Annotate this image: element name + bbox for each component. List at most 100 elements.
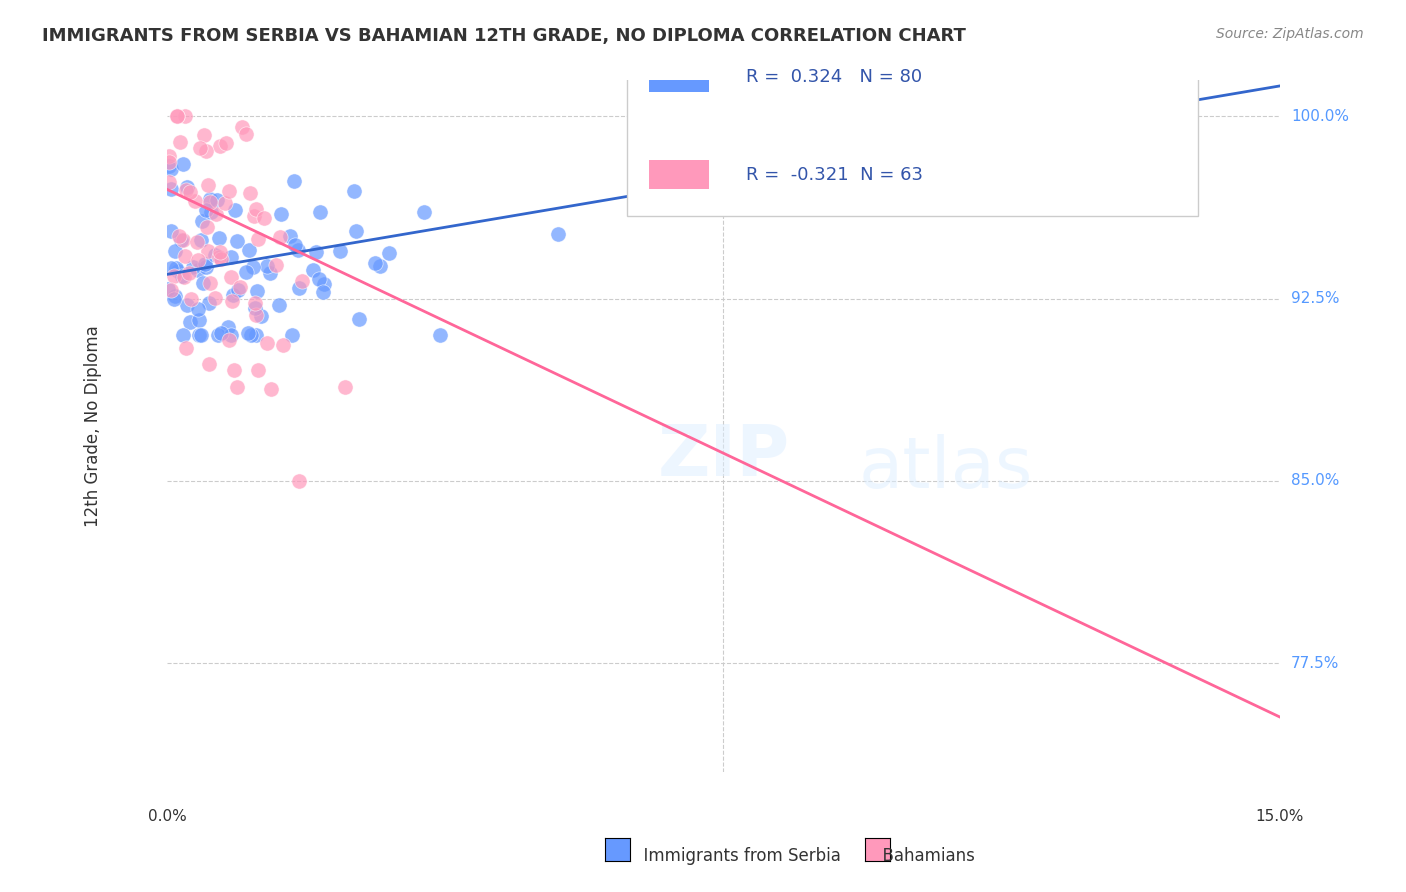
Point [368, 259, 391, 273]
Point [195, 219, 218, 234]
Point [169, 233, 191, 247]
Text: 15.0%: 15.0% [1256, 809, 1305, 824]
FancyBboxPatch shape [627, 54, 1198, 216]
Point [264, 258, 287, 272]
Point [224, 363, 246, 377]
Point [187, 302, 209, 317]
Point [198, 192, 221, 206]
Point [225, 234, 247, 248]
Point [429, 328, 451, 343]
Text: Bahamians: Bahamians [872, 847, 974, 865]
Point [305, 244, 328, 259]
Point [207, 328, 229, 343]
Point [217, 320, 239, 334]
Point [245, 328, 267, 343]
Point [205, 193, 228, 207]
Point [284, 238, 307, 252]
Point [236, 326, 259, 340]
Point [163, 268, 186, 283]
Point [235, 265, 257, 279]
Point [221, 288, 243, 302]
Point [240, 328, 263, 343]
Point [218, 184, 240, 198]
Point [278, 229, 301, 244]
Point [347, 312, 370, 326]
Point [413, 205, 436, 219]
Point [187, 312, 209, 326]
Point [174, 341, 197, 355]
Point [312, 277, 335, 291]
Point [231, 120, 253, 134]
Point [209, 326, 232, 340]
Point [174, 182, 197, 196]
Text: Source: ZipAtlas.com: Source: ZipAtlas.com [1216, 27, 1364, 41]
Point [194, 257, 217, 271]
Point [308, 271, 330, 285]
Point [163, 293, 186, 307]
Point [194, 145, 217, 159]
Point [157, 175, 180, 189]
Text: 92.5%: 92.5% [1291, 291, 1340, 306]
Point [363, 256, 385, 270]
Point [179, 185, 201, 199]
Point [246, 362, 269, 376]
Point [214, 195, 236, 210]
Point [312, 285, 335, 299]
Point [283, 174, 305, 188]
Point [245, 202, 267, 216]
Point [243, 209, 266, 223]
Point [166, 263, 188, 277]
Text: 12th Grade, No Diploma: 12th Grade, No Diploma [84, 326, 101, 527]
Point [246, 284, 269, 298]
Point [165, 289, 187, 303]
Point [378, 246, 401, 260]
Point [187, 253, 209, 268]
Point [173, 269, 195, 284]
Point [160, 283, 183, 297]
Point [159, 182, 181, 196]
Text: 0.0%: 0.0% [148, 809, 187, 824]
Point [172, 328, 194, 343]
Point [226, 283, 249, 297]
Point [245, 308, 267, 322]
Point [181, 260, 204, 274]
Point [205, 207, 228, 221]
Point [288, 474, 311, 488]
Text: 77.5%: 77.5% [1291, 656, 1340, 671]
Point [184, 194, 207, 208]
Point [219, 269, 242, 284]
Point [198, 195, 221, 210]
Point [194, 260, 217, 274]
Point [238, 186, 260, 200]
Point [547, 227, 569, 241]
Point [309, 204, 332, 219]
Point [197, 296, 219, 310]
Point [160, 224, 183, 238]
Point [166, 110, 188, 124]
Point [267, 298, 290, 312]
Text: R =  -0.321  N = 63: R = -0.321 N = 63 [745, 166, 922, 184]
Point [208, 139, 231, 153]
Point [270, 207, 292, 221]
Point [281, 328, 304, 343]
Text: 85.0%: 85.0% [1291, 474, 1340, 488]
Point [259, 266, 281, 280]
Point [269, 230, 291, 244]
Point [256, 335, 278, 350]
Point [218, 334, 240, 348]
Point [208, 231, 231, 245]
Point [160, 161, 183, 176]
Point [343, 184, 366, 198]
Point [191, 276, 214, 290]
Point [173, 249, 195, 263]
Point [224, 203, 246, 218]
Point [288, 281, 311, 295]
Point [243, 296, 266, 310]
Point [333, 380, 356, 394]
Point [301, 262, 323, 277]
Point [204, 248, 226, 262]
Point [329, 244, 352, 259]
Point [157, 149, 180, 163]
Point [291, 274, 314, 288]
Text: Immigrants from Serbia: Immigrants from Serbia [633, 847, 841, 865]
